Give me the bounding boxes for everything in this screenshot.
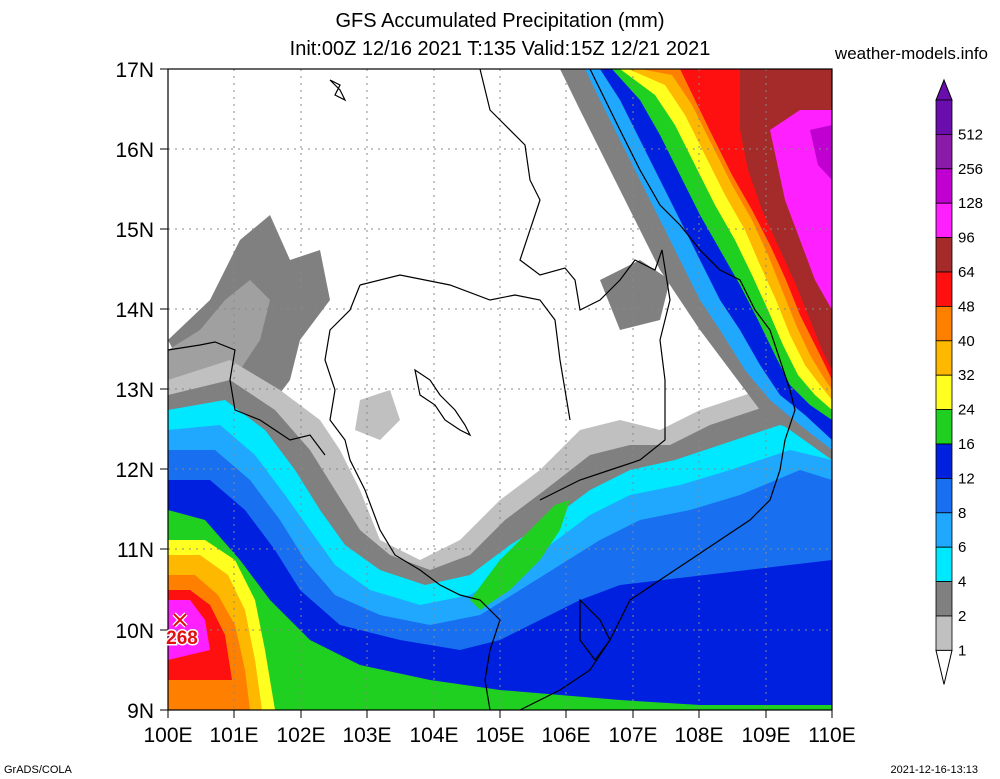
- site-credit: weather-models.info: [834, 44, 988, 63]
- max-marker: 268: [165, 612, 199, 651]
- lat-labels: 17N 16N 15N 14N 13N 12N 11N 10N 9N: [115, 59, 154, 723]
- legend-label: 2: [958, 608, 966, 625]
- legend-label: 256: [958, 161, 983, 178]
- axis-ticks: [160, 68, 833, 718]
- lat-label: 10N: [115, 620, 154, 643]
- lat-label: 17N: [115, 59, 154, 82]
- legend-label: 24: [958, 402, 975, 419]
- lon-label: 100E: [143, 724, 192, 747]
- legend-swatch: [935, 202, 953, 238]
- lat-label: 15N: [115, 219, 154, 242]
- footer-timestamp: 2021-12-16-13:13: [890, 764, 978, 776]
- lon-label: 104E: [409, 724, 458, 747]
- legend-swatch: [935, 477, 953, 514]
- lat-label: 9N: [127, 700, 154, 723]
- legend-top-arrow: [935, 78, 953, 101]
- legend-swatch: [935, 615, 953, 651]
- legend-label: 48: [958, 298, 975, 315]
- lat-label: 16N: [115, 139, 154, 162]
- lon-label: 106E: [541, 724, 590, 747]
- legend-swatch: [935, 271, 953, 307]
- footer-credit: GrADS/COLA: [4, 764, 72, 776]
- legend-label: 8: [958, 505, 966, 522]
- lon-labels: 100E 101E 102E 103E 104E 105E 106E 107E …: [143, 724, 855, 747]
- legend-bottom-arrow: [935, 649, 953, 685]
- lat-label: 11N: [117, 539, 154, 562]
- borders: [168, 69, 796, 710]
- legend-label: 1: [958, 642, 966, 659]
- chart-title: GFS Accumulated Precipitation (mm): [335, 10, 665, 32]
- legend-label: 64: [958, 264, 975, 281]
- lon-label: 108E: [674, 724, 723, 747]
- legend-swatch: [935, 168, 953, 204]
- lat-label: 13N: [115, 379, 154, 402]
- lon-label: 107E: [608, 724, 657, 747]
- legend-swatch: [935, 512, 953, 548]
- legend-swatch: [935, 443, 953, 479]
- legend-swatch: [935, 99, 953, 135]
- legend-swatch: [935, 340, 953, 376]
- legend-label: 96: [958, 230, 975, 247]
- lon-label: 101E: [209, 724, 258, 747]
- legend-swatch: [935, 546, 953, 583]
- legend-swatch: [935, 133, 953, 170]
- lat-label: 12N: [115, 459, 154, 482]
- legend-label: 16: [958, 436, 975, 453]
- lon-label: 109E: [741, 724, 790, 747]
- legend-swatch: [935, 237, 953, 273]
- legend-swatch: [935, 581, 953, 617]
- legend-label: 512: [958, 126, 983, 143]
- legend-label: 4: [958, 574, 966, 591]
- lon-label: 110E: [808, 724, 856, 747]
- map-grid: [168, 69, 832, 710]
- chart-subtitle: Init:00Z 12/16 2021 T:135 Valid:15Z 12/2…: [289, 38, 711, 60]
- legend-label: 32: [958, 367, 975, 384]
- legend-label: 6: [958, 539, 966, 556]
- precip-field: [168, 69, 832, 710]
- legend-swatch: [935, 305, 953, 342]
- lat-label: 14N: [115, 299, 154, 322]
- lon-label: 105E: [475, 724, 524, 747]
- legend-label: 128: [958, 195, 983, 212]
- legend-label: 40: [958, 333, 975, 350]
- lon-label: 102E: [276, 724, 325, 747]
- legend-swatch: [935, 409, 953, 445]
- legend-swatch: [935, 374, 953, 411]
- max-marker-label: 268: [166, 628, 198, 649]
- legend-label: 12: [958, 470, 975, 487]
- lon-label: 103E: [342, 724, 391, 747]
